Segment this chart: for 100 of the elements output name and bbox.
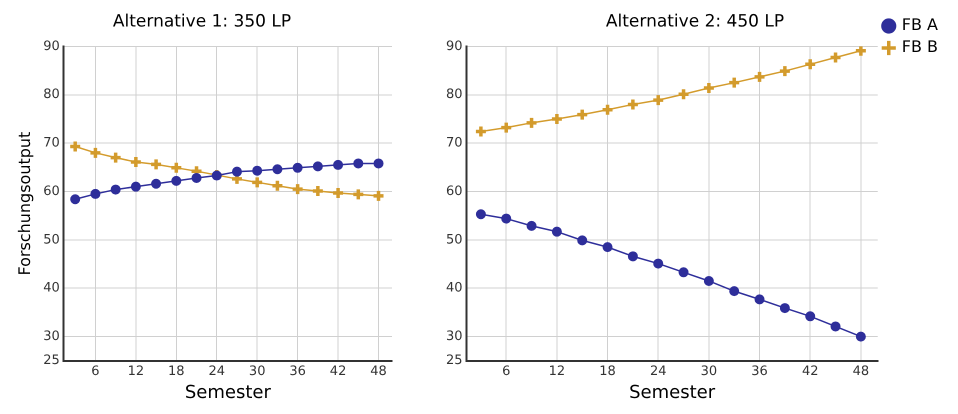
y-tick-label: 25: [446, 353, 463, 368]
point: [778, 64, 792, 78]
point: [110, 184, 121, 195]
point: [252, 166, 262, 176]
y-tick-label: 30: [446, 328, 463, 344]
point: [550, 112, 564, 126]
point: [250, 176, 264, 190]
chart-title: Alternative 2: 450 LP: [606, 12, 784, 32]
point: [372, 189, 386, 203]
point: [600, 103, 614, 117]
point: [729, 286, 740, 296]
x-tick-label: 24: [208, 364, 226, 379]
x-tick-label: 12: [548, 364, 566, 379]
point: [602, 242, 613, 252]
y-tick-label: 40: [446, 280, 463, 296]
x-tick-label: 24: [650, 364, 666, 379]
point: [68, 140, 82, 154]
x-tick-label: 12: [128, 364, 144, 379]
x-tick-label: 6: [502, 364, 510, 379]
point: [575, 108, 589, 122]
point: [270, 178, 284, 192]
point: [752, 70, 766, 84]
y-tick-label: 70: [446, 136, 463, 151]
x-tick-label: 30: [248, 364, 266, 379]
y-tick-label: 60: [43, 184, 60, 199]
y-tick-label: 40: [43, 280, 60, 296]
y-tick-label: 30: [43, 328, 60, 344]
x-tick-label: 36: [289, 364, 306, 379]
y-tick-label: 80: [446, 87, 463, 102]
y-tick-label: 80: [43, 87, 60, 102]
point: [374, 158, 384, 168]
point: [352, 188, 366, 202]
point: [70, 194, 80, 204]
y-tick-label: 90: [446, 38, 463, 54]
chart-title: Alternative 1: 350 LP: [112, 12, 292, 32]
point: [501, 214, 512, 224]
point: [476, 209, 486, 220]
y-tick-label: 70: [43, 136, 60, 151]
point: [780, 303, 790, 314]
point: [499, 120, 513, 134]
point: [170, 161, 184, 175]
point: [653, 258, 664, 269]
x-axis-title: Semester: [629, 382, 716, 403]
point: [290, 182, 304, 196]
x-tick-label: 48: [370, 364, 387, 379]
point: [474, 124, 488, 138]
point: [704, 276, 714, 286]
point: [577, 235, 588, 246]
point: [149, 158, 163, 172]
point: [192, 172, 202, 183]
point: [130, 182, 141, 192]
point: [151, 178, 162, 189]
point: [108, 150, 122, 164]
point: [312, 161, 323, 172]
x-tick-label: 18: [168, 364, 185, 379]
point: [232, 166, 242, 177]
point: [88, 146, 102, 160]
y-tick-label: 60: [446, 184, 463, 199]
point: [828, 50, 842, 64]
x-tick-label: 42: [802, 364, 818, 379]
point: [129, 155, 143, 169]
y-tick-label: 50: [446, 232, 463, 248]
y-tick-label: 50: [43, 232, 60, 248]
x-tick-label: 18: [599, 364, 616, 379]
point: [552, 226, 562, 237]
point: [171, 176, 182, 186]
legend-label: FB A: [902, 15, 938, 34]
x-tick-label: 6: [91, 364, 100, 379]
legend-label: FB B: [902, 37, 938, 56]
point: [754, 294, 765, 304]
y-tick-label: 25: [43, 353, 60, 368]
point: [333, 160, 344, 170]
point: [678, 267, 689, 278]
point: [272, 164, 282, 174]
point: [702, 81, 716, 95]
point: [526, 220, 537, 231]
point: [805, 311, 816, 322]
point: [292, 162, 303, 173]
point: [212, 170, 222, 181]
x-axis-title: Semester: [184, 382, 272, 403]
x-tick-label: 36: [751, 364, 768, 379]
y-axis-title: Forschungsoutput: [14, 132, 34, 276]
point: [524, 116, 538, 130]
point: [727, 76, 741, 90]
point: [856, 332, 866, 342]
point: [311, 184, 325, 198]
point: [651, 93, 665, 107]
point: [353, 158, 364, 168]
point: [331, 186, 345, 200]
y-tick-label: 90: [43, 38, 60, 54]
point: [628, 251, 638, 262]
point: [830, 321, 841, 332]
point: [854, 46, 868, 58]
x-tick-label: 48: [852, 364, 870, 379]
point: [803, 58, 817, 72]
x-tick-label: 30: [700, 364, 718, 379]
point: [676, 88, 690, 102]
point: [626, 98, 640, 112]
point: [90, 188, 100, 199]
x-tick-label: 42: [330, 364, 346, 379]
